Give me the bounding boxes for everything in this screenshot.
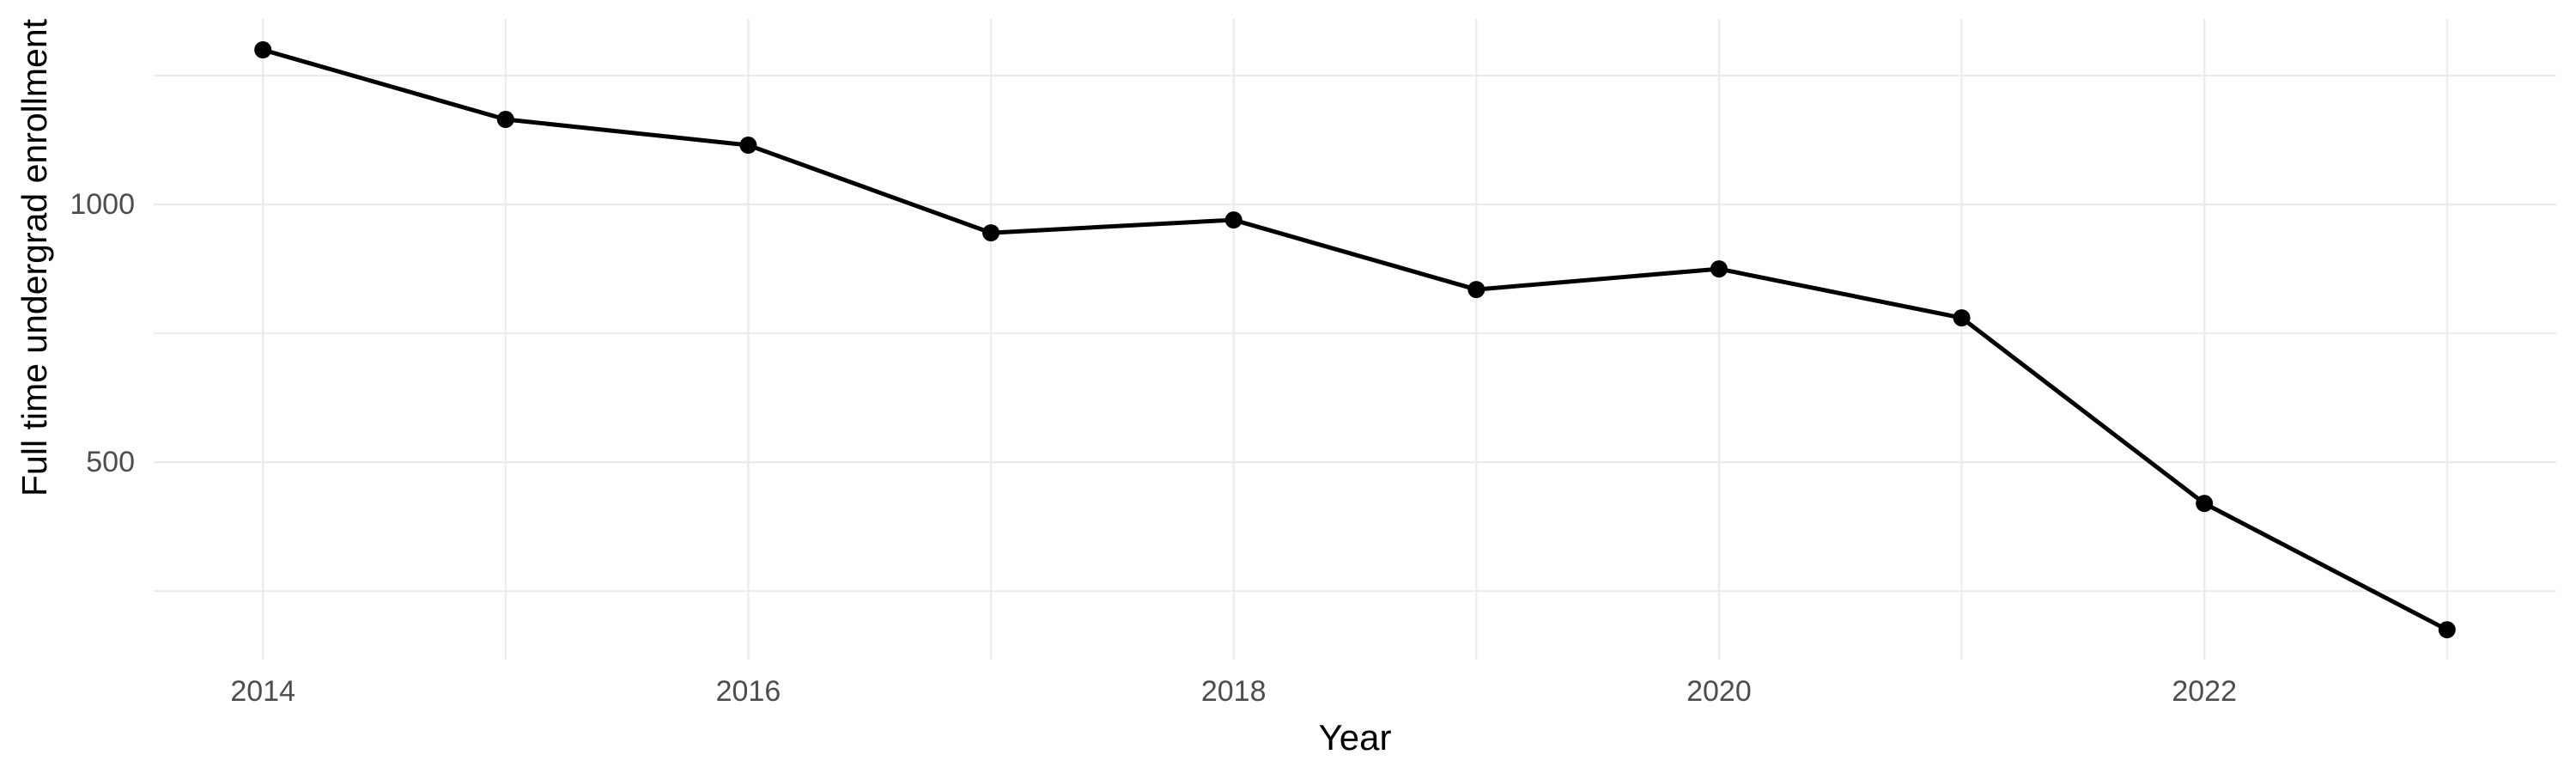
y-tick-label: 500 xyxy=(86,446,135,479)
data-point xyxy=(2196,495,2214,513)
data-point xyxy=(739,137,757,155)
y-axis-title: Full time undergrad enrollment xyxy=(15,18,54,496)
data-point xyxy=(254,41,272,59)
grid-major-lines xyxy=(154,19,2556,660)
x-axis-title: Year xyxy=(1318,717,1392,758)
x-tick-label: 2018 xyxy=(1200,675,1267,708)
x-tick-label: 2020 xyxy=(1686,675,1752,708)
data-point xyxy=(982,224,1000,242)
y-tick-label: 1000 xyxy=(70,188,135,222)
plot-panel xyxy=(154,19,2556,660)
data-point xyxy=(1953,309,1971,327)
grid-minor-lines xyxy=(154,19,2556,660)
series-line xyxy=(262,47,2448,632)
data-point xyxy=(496,111,514,129)
x-tick-label: 2014 xyxy=(230,675,295,708)
data-point xyxy=(1467,281,1485,299)
data-point xyxy=(1710,260,1728,278)
data-point xyxy=(1224,211,1242,229)
x-tick-label: 2016 xyxy=(715,675,781,708)
series-points xyxy=(254,41,2456,639)
x-tick-label: 2022 xyxy=(2172,675,2238,708)
data-point xyxy=(2438,621,2456,639)
